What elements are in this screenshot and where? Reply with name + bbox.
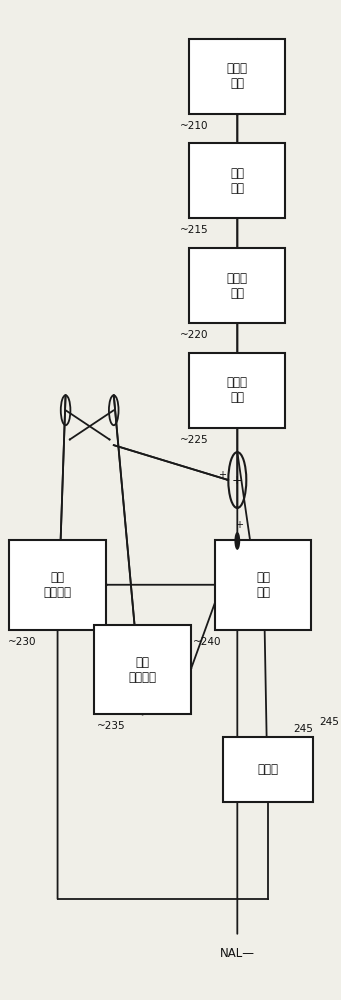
Text: 重排
模块: 重排 模块 — [230, 167, 244, 195]
Text: 逆变换
模块: 逆变换 模块 — [227, 376, 248, 404]
Text: +: + — [232, 474, 243, 487]
FancyBboxPatch shape — [189, 353, 285, 428]
Text: ~225: ~225 — [180, 435, 208, 445]
Text: ~210: ~210 — [180, 121, 208, 131]
FancyBboxPatch shape — [189, 143, 285, 218]
Text: 存储器: 存储器 — [257, 763, 278, 776]
FancyBboxPatch shape — [189, 248, 285, 323]
Text: +: + — [235, 520, 242, 530]
Text: ~215: ~215 — [180, 225, 208, 235]
Text: 245: 245 — [319, 717, 339, 727]
FancyBboxPatch shape — [189, 39, 285, 114]
Text: +: + — [218, 470, 226, 480]
Text: NAL—: NAL— — [220, 947, 255, 960]
Text: 245: 245 — [294, 724, 313, 734]
FancyBboxPatch shape — [223, 737, 313, 802]
Text: 逆量化
模块: 逆量化 模块 — [227, 272, 248, 300]
Text: 滤波
模块: 滤波 模块 — [256, 571, 270, 599]
Text: ~235: ~235 — [97, 721, 126, 731]
Text: ~220: ~220 — [180, 330, 208, 340]
Text: 帧内
预测模块: 帧内 预测模块 — [129, 656, 157, 684]
Text: 帧间
预测模块: 帧间 预测模块 — [44, 571, 72, 599]
FancyBboxPatch shape — [215, 540, 311, 630]
FancyBboxPatch shape — [10, 540, 106, 630]
Text: ~240: ~240 — [193, 637, 222, 647]
Text: 熵解码
模块: 熵解码 模块 — [227, 62, 248, 90]
Text: ~230: ~230 — [8, 637, 36, 647]
FancyBboxPatch shape — [94, 625, 191, 714]
Circle shape — [234, 532, 240, 550]
